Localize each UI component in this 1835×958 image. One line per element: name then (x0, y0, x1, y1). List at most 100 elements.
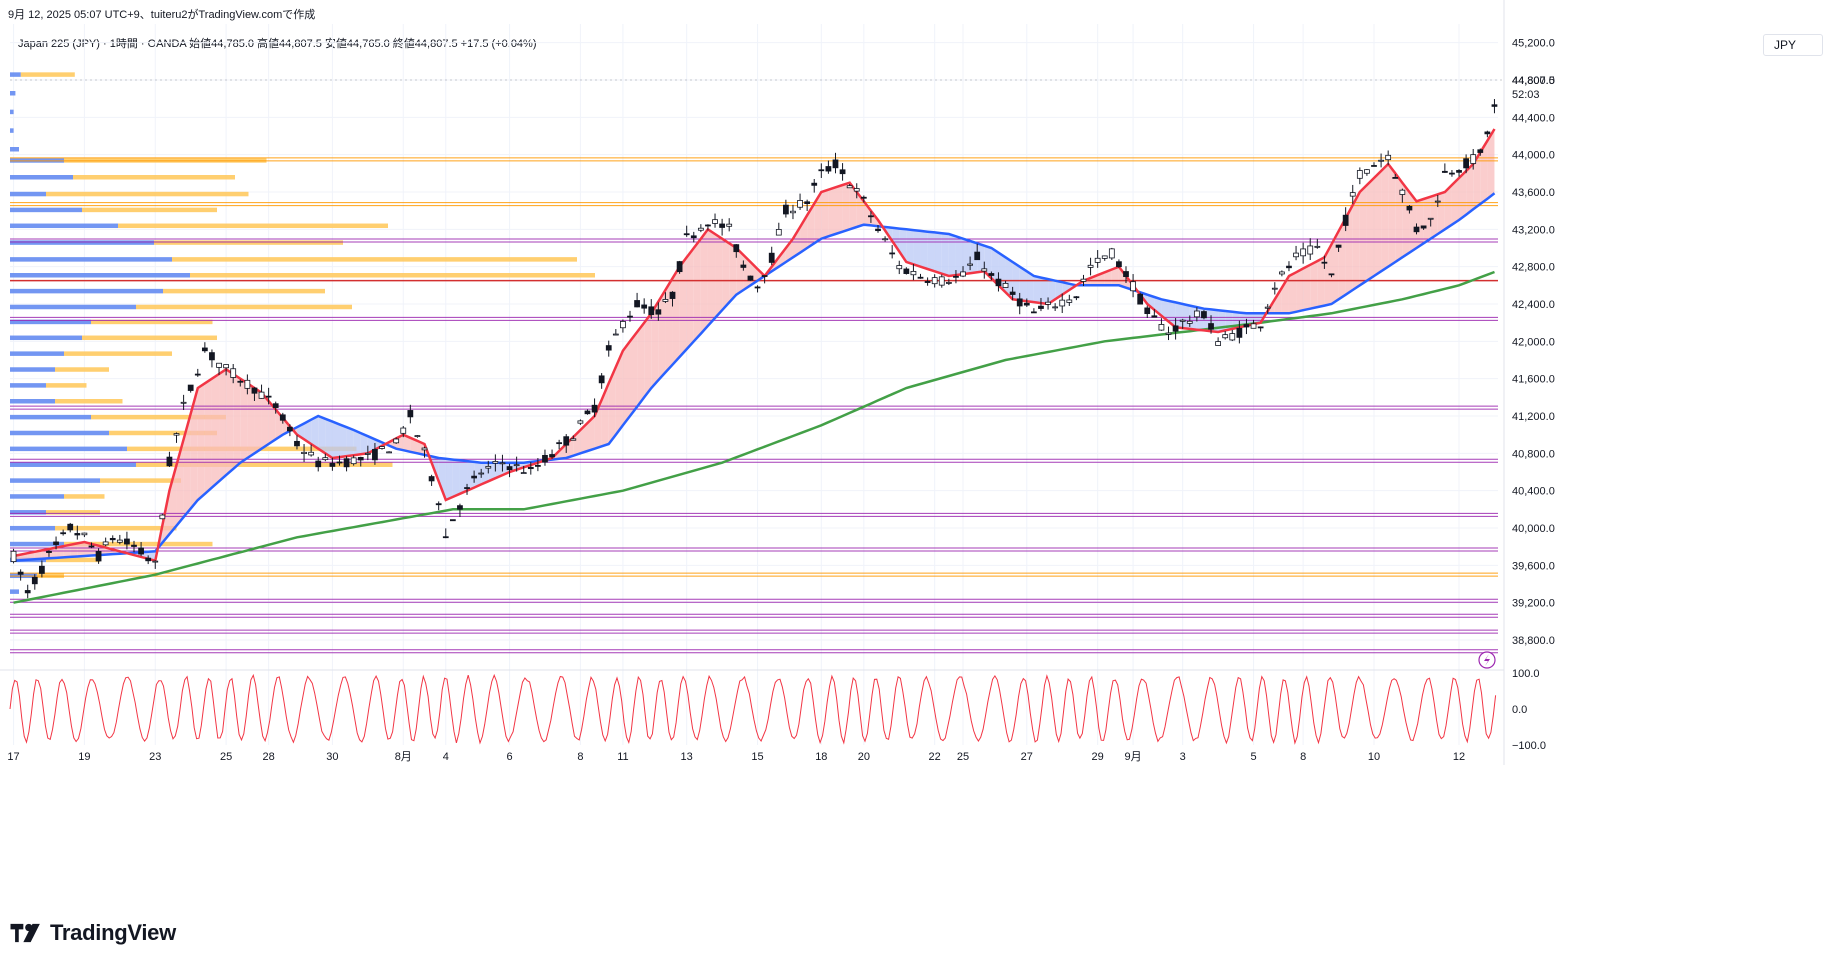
candle-body (1023, 302, 1030, 306)
ema-fill-segment (594, 399, 602, 449)
candle-body (924, 281, 931, 283)
candle-body (662, 299, 669, 302)
ema-fill-segment (835, 185, 843, 234)
candle-body (1484, 131, 1491, 135)
tradingview-logo[interactable]: TradingView (10, 920, 176, 946)
candle-body (386, 451, 392, 454)
candle-body (811, 182, 818, 186)
candle-body (620, 320, 626, 329)
time-tick-label: 8 (577, 751, 583, 763)
candle-body (1243, 324, 1250, 328)
ema-fill-segment (559, 444, 567, 459)
ema-fill-segment (1331, 231, 1339, 304)
candle-body (449, 519, 456, 522)
candle-body (1413, 226, 1420, 233)
time-tick-label: 17 (7, 751, 19, 763)
volume-bar-blue (10, 175, 73, 180)
ema-fill-segment (892, 227, 900, 252)
volume-bar-blue (10, 240, 154, 245)
candle-body (124, 538, 130, 545)
volume-bar-orange (91, 414, 226, 420)
candle-body (917, 276, 924, 279)
volume-bar-orange (64, 494, 105, 499)
candle-body (407, 410, 414, 418)
candle-body (563, 436, 570, 446)
candle-body (988, 273, 995, 276)
candle-body (1208, 323, 1214, 330)
volume-bar-blue (10, 446, 127, 452)
candle-body (889, 252, 896, 255)
ema-fill-segment (1253, 313, 1261, 325)
candle-body (591, 404, 598, 413)
candle-body (938, 276, 945, 286)
ema-fill-segment (1182, 304, 1190, 329)
ema-fill-segment (651, 301, 659, 388)
candle-body (485, 466, 492, 469)
countdown-label: 52:03 (1512, 89, 1540, 101)
candle-body (67, 523, 74, 531)
candle-body (634, 300, 640, 308)
candle-body (350, 457, 357, 465)
time-tick-label: 30 (326, 751, 338, 763)
candle-body (1307, 245, 1314, 255)
candle-body (116, 539, 123, 543)
candle-body (173, 433, 180, 436)
candle-body (1257, 326, 1264, 329)
ema-fill-segment (644, 313, 652, 398)
volume-bar-blue (10, 510, 46, 515)
candle-body (46, 550, 52, 553)
symbol-legend[interactable]: Japan 225 (JPY) · 1時間 · OANDA 始値44,785.0… (18, 38, 537, 50)
time-tick-label: 8 (1300, 751, 1306, 763)
candle-body (1123, 271, 1129, 278)
candle-body (60, 532, 67, 535)
candle-body (960, 271, 966, 277)
ema-fill-segment (254, 388, 262, 454)
candle-body (860, 196, 867, 199)
price-tick-label: 40,400.0 (1512, 486, 1555, 498)
candle-body (1434, 200, 1441, 203)
ema-fill-segment (934, 232, 942, 274)
candle-body (95, 551, 102, 562)
volume-bar-blue (10, 273, 190, 278)
candle-body (1066, 299, 1073, 303)
candle-body (705, 224, 711, 227)
chart-grid (0, 0, 1505, 765)
price-tick-label: 42,000.0 (1512, 336, 1555, 348)
candle-body (201, 347, 208, 352)
volume-bar-orange (82, 207, 217, 213)
ema-fill-segment (693, 238, 701, 342)
ema-fill-segment (183, 413, 191, 518)
candle-body (556, 442, 563, 445)
volume-bar-blue (10, 589, 19, 594)
candle-body (1371, 165, 1377, 167)
ema-fill-segment (1317, 257, 1325, 308)
time-tick-label: 25 (220, 751, 232, 763)
ema-fill-segment (403, 434, 411, 452)
candle-body (1002, 282, 1009, 288)
volume-bar-blue (10, 525, 55, 531)
volume-bar-orange (46, 510, 100, 515)
candle-body (797, 200, 803, 208)
currency-badge[interactable]: JPY (1763, 34, 1823, 56)
ema-fill-segment (70, 543, 78, 557)
osc-tick-label: −100.0 (1512, 740, 1546, 752)
ema-fill-segment (920, 230, 928, 269)
ema-fill-segment (1118, 266, 1126, 288)
ema-fill-segment (1473, 152, 1481, 210)
candle-body (329, 462, 336, 467)
ema-fill-segment (240, 378, 248, 463)
ema-fill-segment (1423, 196, 1431, 244)
price-candles (10, 99, 1498, 599)
ema-fill-segment (304, 419, 312, 444)
volume-bar-blue (10, 288, 163, 294)
candle-body (1300, 248, 1307, 257)
price-tick-label: 40,800.0 (1512, 448, 1555, 460)
candle-body (953, 275, 959, 278)
ema-fill-segment (1288, 272, 1297, 314)
candle-body (648, 306, 655, 316)
volume-bar-orange (55, 525, 177, 531)
candle-body (669, 291, 676, 299)
ema-fill-segment (615, 350, 623, 435)
candle-body (1073, 296, 1080, 299)
